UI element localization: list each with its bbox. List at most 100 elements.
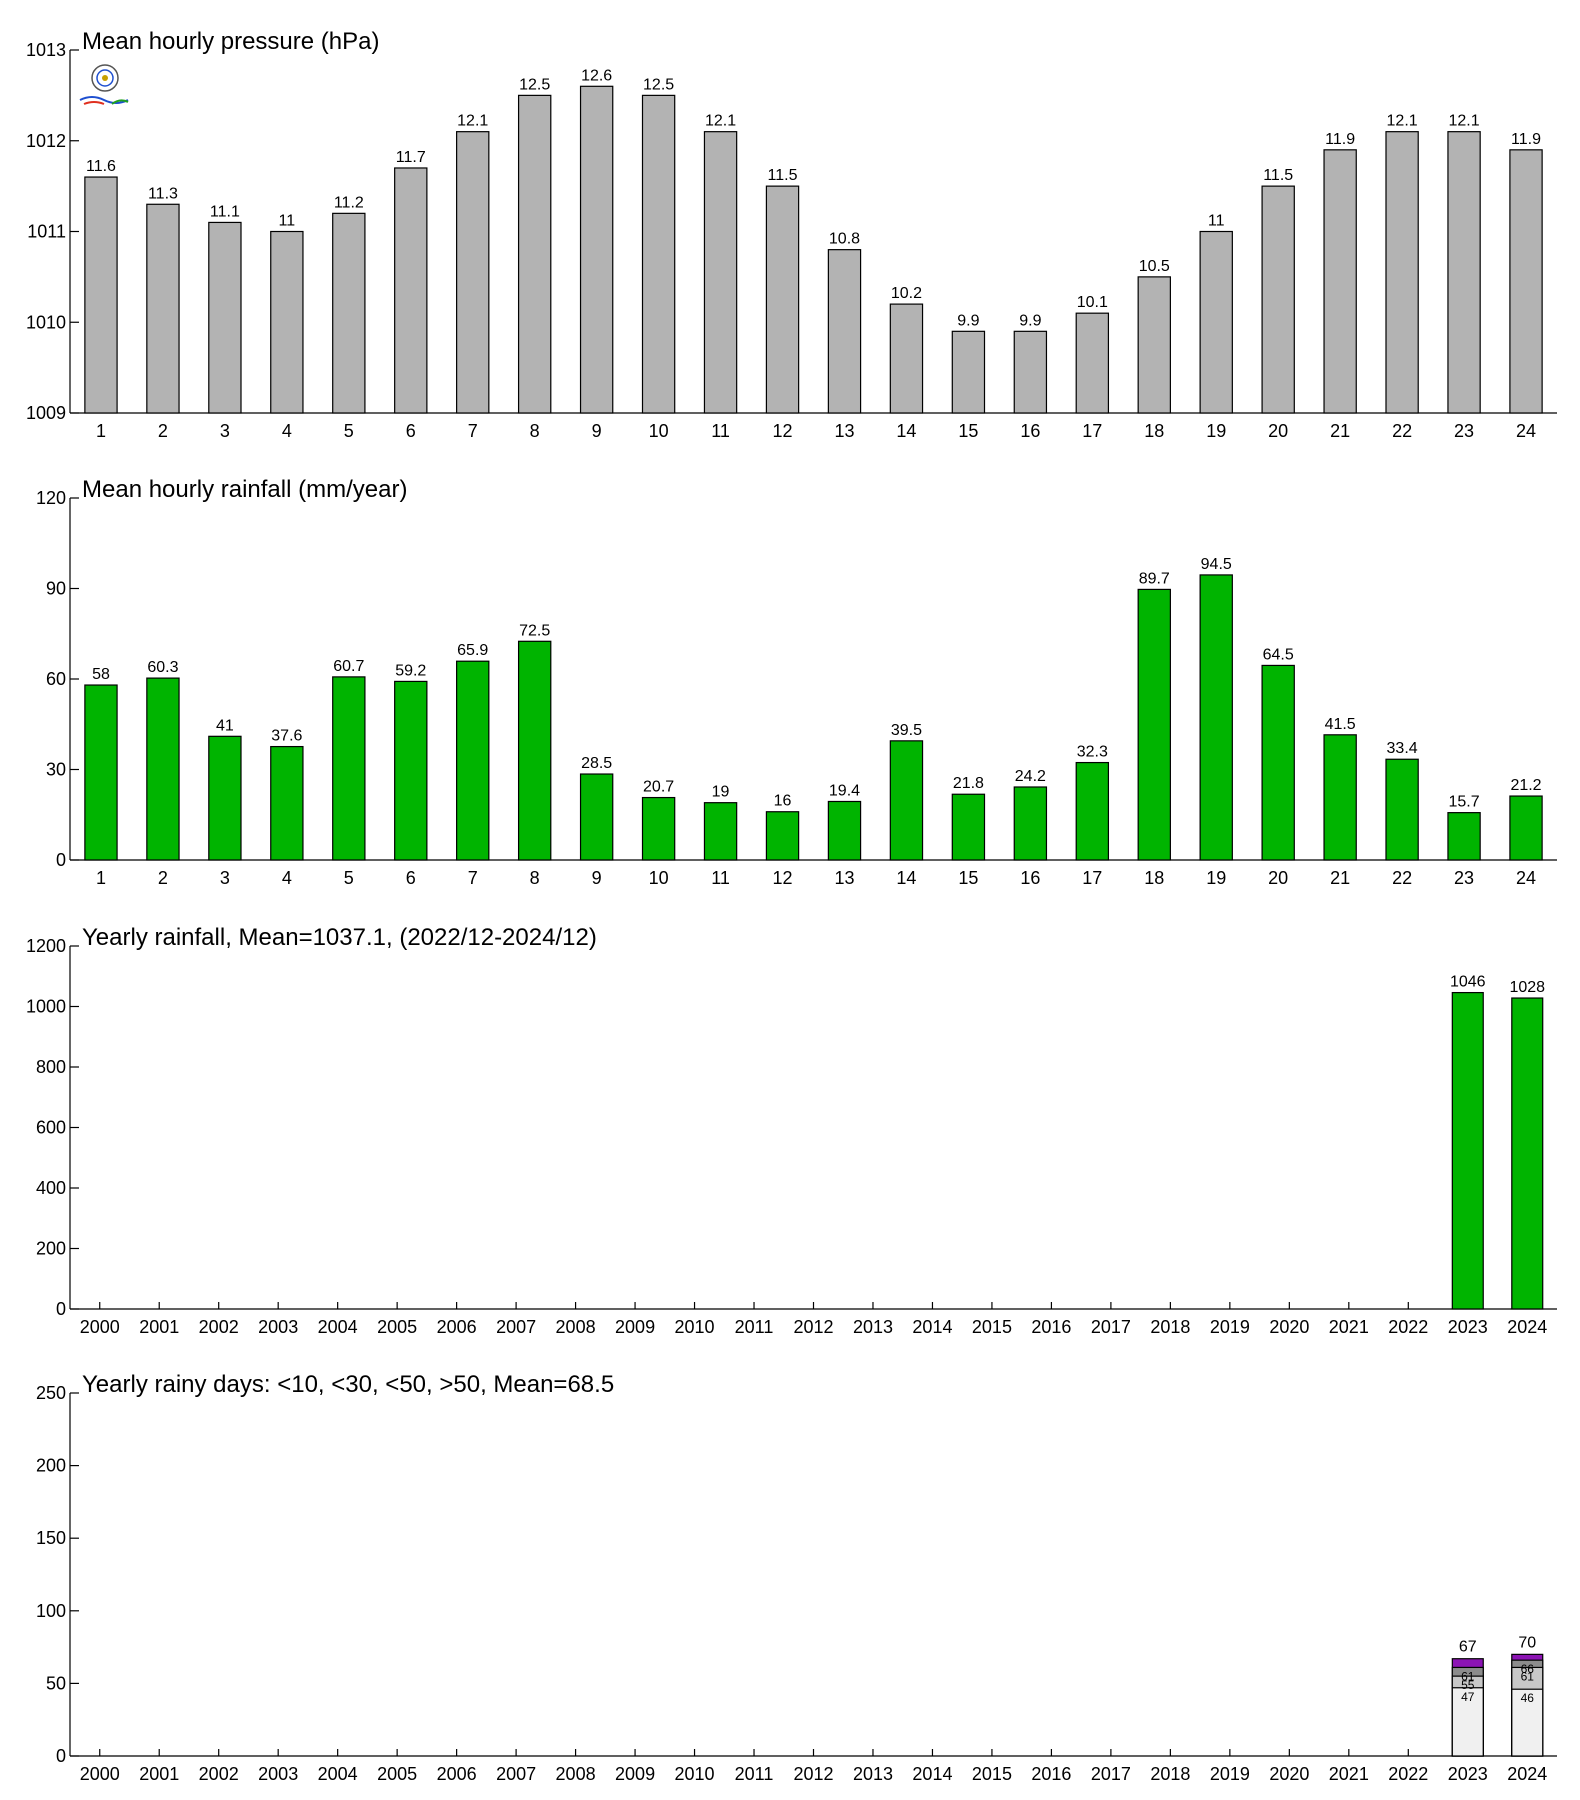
x-tick-label: 2007 [496, 1764, 536, 1784]
bar-value-label: 11.3 [148, 185, 178, 202]
y-tick-label: 200 [36, 1456, 66, 1476]
bar [827, 800, 862, 861]
bar [146, 677, 180, 861]
bar [827, 249, 862, 414]
x-tick-label: 2016 [1031, 1317, 1071, 1337]
x-tick-label: 24 [1516, 421, 1536, 441]
y-tick-label: 120 [36, 488, 66, 508]
x-tick-label: 2018 [1150, 1317, 1190, 1337]
bar [1199, 574, 1233, 861]
bar-value-label: 19.4 [829, 782, 860, 799]
bar-value-label: 39.5 [891, 722, 922, 739]
x-tick-label: 2008 [556, 1317, 596, 1337]
chart-title: Mean hourly pressure (hPa) [82, 28, 379, 55]
y-tick-label: 200 [36, 1239, 66, 1259]
bar [1385, 758, 1419, 861]
bar [1137, 588, 1171, 861]
bar-value-label: 33.4 [1387, 740, 1418, 757]
bar-value-label: 10.8 [829, 231, 860, 248]
x-tick-label: 14 [896, 421, 916, 441]
x-tick-label: 2010 [675, 1764, 715, 1784]
y-tick-label: 1013 [26, 40, 66, 60]
bar-value-label: 37.6 [271, 728, 302, 745]
chart-title: Mean hourly rainfall (mm/year) [82, 476, 407, 503]
bar [1385, 131, 1419, 414]
x-tick-label: 2012 [793, 1317, 833, 1337]
x-tick-label: 12 [773, 421, 793, 441]
bar-value-label: 11 [279, 213, 296, 230]
bar-value-label: 1046 [1450, 974, 1486, 991]
x-tick-label: 2001 [139, 1317, 179, 1337]
bar [456, 131, 490, 414]
bar [1447, 812, 1481, 861]
bar [765, 811, 800, 861]
x-tick-label: 16 [1020, 421, 1040, 441]
bar [889, 303, 924, 414]
x-tick-label: 2009 [615, 1764, 655, 1784]
x-tick-label: 13 [834, 421, 854, 441]
y-tick-label: 600 [36, 1118, 66, 1138]
x-tick-label: 2002 [199, 1764, 239, 1784]
seal-center [102, 75, 108, 81]
x-tick-label: 2016 [1031, 1764, 1071, 1784]
y-tick-label: 1012 [26, 131, 66, 151]
bar [208, 735, 242, 861]
bar [270, 230, 304, 414]
bar-value-label: 60.7 [333, 658, 364, 675]
x-tick-label: 2004 [318, 1764, 358, 1784]
bar [889, 740, 924, 861]
x-tick-label: 8 [530, 868, 540, 888]
bar [394, 680, 428, 861]
x-tick-label: 14 [896, 868, 916, 888]
x-tick-label: 24 [1516, 868, 1536, 888]
x-tick-label: 2020 [1269, 1317, 1309, 1337]
bar [951, 793, 986, 861]
x-tick-label: 5 [344, 421, 354, 441]
bar [270, 745, 304, 861]
x-tick-label: 2011 [735, 1317, 774, 1337]
x-tick-label: 5 [344, 868, 354, 888]
x-tick-label: 2012 [793, 1764, 833, 1784]
bar-value-label: 12.1 [1387, 113, 1418, 130]
x-tick-label: 2023 [1448, 1317, 1488, 1337]
x-tick-label: 15 [958, 421, 978, 441]
y-tick-label: 50 [46, 1673, 66, 1693]
bar-value-label: 15.7 [1448, 794, 1479, 811]
bar-value-label: 1028 [1509, 979, 1545, 996]
x-tick-label: 20 [1268, 421, 1288, 441]
x-tick-label: 9 [592, 421, 602, 441]
bar-value-label: 11.5 [1263, 167, 1293, 184]
bar-value-label: 12.1 [1448, 113, 1479, 130]
bar-value-label: 12.6 [581, 67, 612, 84]
logo-swoosh-green [111, 99, 129, 105]
x-tick-label: 6 [406, 421, 416, 441]
x-tick-label: 2003 [258, 1317, 298, 1337]
yearly-rainy-days-chart: 0 50 100 150 200 250 2000 2001 2002 2003 2004 2005 2… [36, 1371, 1557, 1784]
bar-value-label: 20.7 [643, 779, 674, 796]
bar-value-label: 11 [1208, 213, 1225, 230]
x-tick-label: 21 [1330, 421, 1350, 441]
bar-value-label: 11.2 [334, 194, 364, 211]
bar-value-label: 11.6 [86, 158, 116, 175]
bar-value-label: 11.5 [768, 167, 798, 184]
y-tick-label: 150 [36, 1528, 66, 1548]
x-tick-label: 2006 [437, 1764, 477, 1784]
bar [951, 330, 986, 414]
x-tick-label: 20 [1268, 868, 1288, 888]
y-tick-label: 90 [46, 579, 66, 599]
x-tick-label: 23 [1454, 868, 1474, 888]
x-tick-label: 2023 [1448, 1764, 1488, 1784]
x-tick-label: 2001 [139, 1764, 179, 1784]
bar-value-label: 12.1 [457, 113, 488, 130]
bar-value-label: 9.9 [957, 312, 979, 329]
x-tick-label: 9 [592, 868, 602, 888]
y-tick-label: 1009 [26, 403, 66, 423]
bar-value-label: 21.2 [1510, 777, 1541, 794]
bar [84, 176, 118, 414]
bar [332, 676, 366, 861]
x-tick-label: 1 [96, 868, 106, 888]
x-tick-label: 2014 [912, 1764, 952, 1784]
